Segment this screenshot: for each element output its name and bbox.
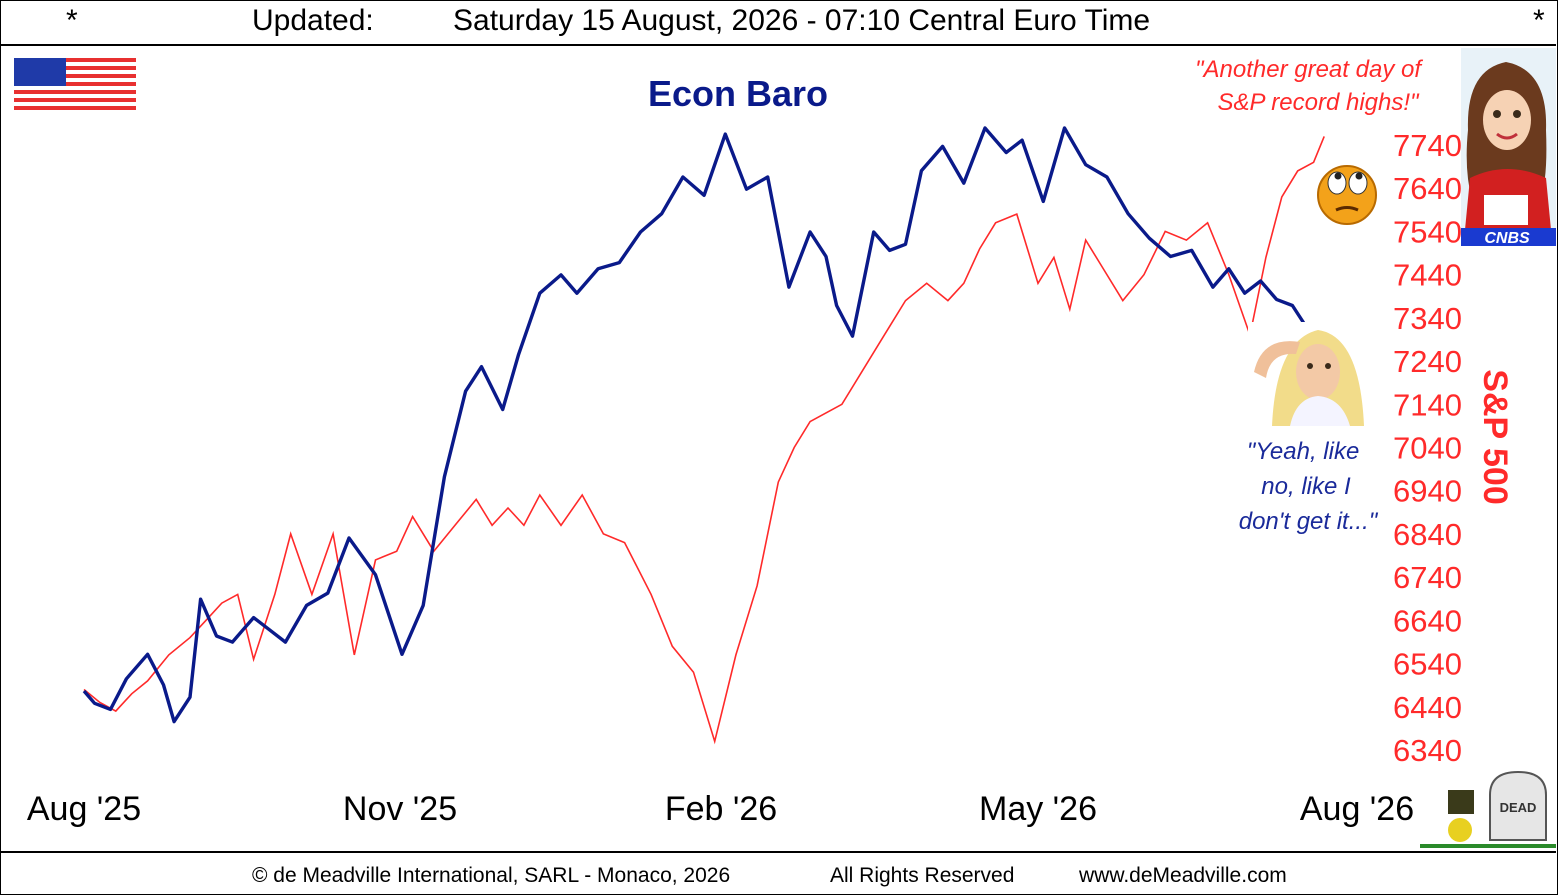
series-line-sp500 <box>83 136 1325 745</box>
tombstone-icon: DEAD <box>1420 770 1556 848</box>
website-link[interactable]: www.deMeadville.com <box>1079 864 1287 887</box>
y-tick-label: 6640 <box>1393 603 1462 638</box>
top-quote-line2: S&P record highs!" <box>1217 89 1420 116</box>
right-axis-ticks: 6340 6440 6540 6640 6740 6840 6940 7040 7140 7240… <box>1393 128 1462 768</box>
y-tick-label: 7140 <box>1393 387 1462 422</box>
news-badge: CNBS <box>1484 230 1530 247</box>
x-axis-ticks: Aug '25 Nov '25 Feb '26 May '26 Aug '26 <box>27 790 1414 828</box>
y-tick-label: 7340 <box>1393 301 1462 336</box>
x-tick-label: Aug '25 <box>27 790 141 828</box>
copyright-text: © de Meadville International, SARL - Mon… <box>252 864 731 887</box>
bottom-quote-line2: no, like I <box>1261 473 1351 500</box>
y-tick-label: 7240 <box>1393 344 1462 379</box>
series-line-econ-baro <box>82 126 1326 724</box>
y-tick-label: 7540 <box>1393 214 1462 249</box>
x-tick-label: Aug '26 <box>1300 790 1414 828</box>
y-tick-label: 7440 <box>1393 258 1462 293</box>
news-anchor-icon: CNBS <box>1461 48 1556 247</box>
y-tick-label: 6940 <box>1393 474 1462 509</box>
bottom-quote-line3: don't get it..." <box>1239 508 1379 535</box>
x-tick-label: May '26 <box>979 790 1097 828</box>
y-tick-label: 7740 <box>1393 128 1462 163</box>
header-right-mark: * <box>1533 4 1545 37</box>
header-left-mark: * <box>66 4 78 37</box>
y-tick-label: 6840 <box>1393 517 1462 552</box>
y-tick-label: 6540 <box>1393 647 1462 682</box>
rolling-eyes-emoji-icon <box>1317 165 1377 225</box>
footer-bar: © de Meadville International, SARL - Mon… <box>0 851 1556 895</box>
updated-timestamp: Saturday 15 August, 2026 - 07:10 Central… <box>453 4 1151 37</box>
bottom-quote-line1: "Yeah, like <box>1247 438 1360 465</box>
tombstone-text: DEAD <box>1500 800 1537 815</box>
us-flag-icon <box>14 58 136 110</box>
y-tick-label: 7040 <box>1393 431 1462 466</box>
rights-text: All Rights Reserved <box>830 864 1015 887</box>
confused-woman-icon <box>1248 322 1390 426</box>
updated-label: Updated: <box>252 4 374 37</box>
right-axis-label: S&P 500 <box>1476 369 1514 504</box>
header-bar: * Updated: Saturday 15 August, 2026 - 07… <box>0 0 1556 46</box>
y-tick-label: 7640 <box>1393 171 1462 206</box>
y-tick-label: 6440 <box>1393 690 1462 725</box>
chart-area: Econ Baro 6340 6440 6540 6640 6740 6840 6940 70… <box>14 48 1556 848</box>
chart-title: Econ Baro <box>648 73 828 114</box>
y-tick-label: 6340 <box>1393 733 1462 768</box>
y-tick-label: 6740 <box>1393 560 1462 595</box>
top-quote-line1: "Another great day of <box>1195 56 1423 83</box>
x-tick-label: Feb '26 <box>665 790 777 828</box>
x-tick-label: Nov '25 <box>343 790 457 828</box>
